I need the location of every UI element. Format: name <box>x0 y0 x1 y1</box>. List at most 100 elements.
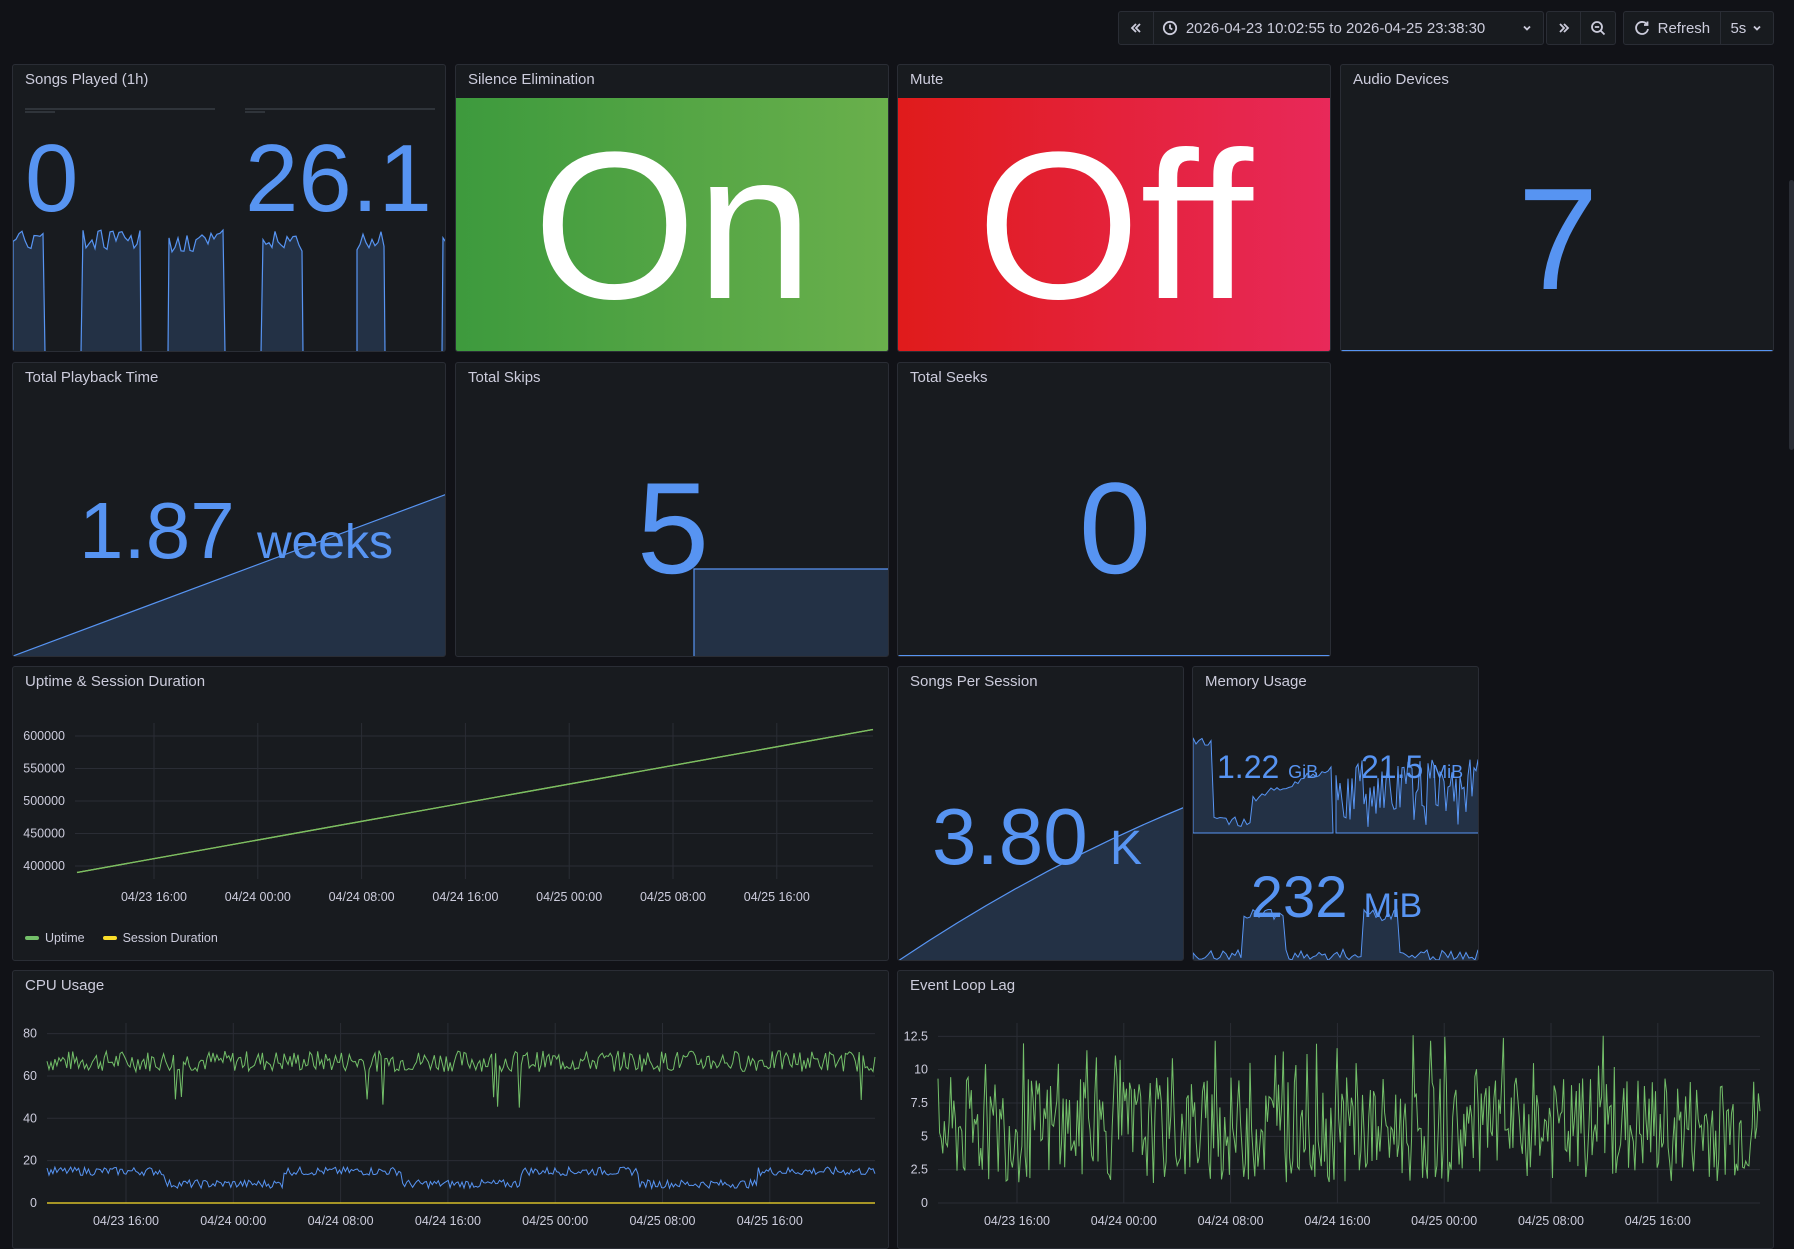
cpu-series-green <box>46 1049 876 1108</box>
x-tick-label: 04/25 16:00 <box>1625 1214 1691 1228</box>
songs-per-session-number: 3.80 <box>932 792 1088 881</box>
zoom-out-icon <box>1591 21 1606 36</box>
memory-value-a-number: 1.22 <box>1217 749 1280 785</box>
chevrons-left-icon <box>1130 23 1141 33</box>
refresh-interval-dropdown[interactable]: 5s <box>1721 12 1773 44</box>
legend-label-session[interactable]: Session Duration <box>122 931 218 945</box>
memory-sparklines <box>1193 737 1478 960</box>
panel-cpu-usage[interactable]: CPU Usage 0 20 40 60 80 04/23 16:00 04/24 00:0… <box>12 970 889 1249</box>
cpu-series-blue <box>46 1165 876 1191</box>
x-tick-label: 04/25 08:00 <box>629 1214 695 1228</box>
y-tick-label: 80 <box>23 1027 37 1041</box>
refresh-label: Refresh <box>1657 19 1711 37</box>
x-tick-label: 04/25 16:00 <box>744 890 810 904</box>
panel-title: Silence Elimination <box>468 71 595 88</box>
panel-silence-elimination[interactable]: Silence Elimination On <box>455 64 889 352</box>
songs-played-value-right: 26.1 <box>245 125 432 232</box>
mute-status-block: Off <box>898 98 1330 351</box>
x-tick-label: 04/23 16:00 <box>121 890 187 904</box>
x-tick-label: 04/24 00:00 <box>225 890 291 904</box>
skips-sparkline <box>693 568 888 656</box>
event-loop-chart: 0 2.5 5 7.5 10 12.5 04/23 16:00 04/24 00:00 04/2… <box>904 1023 1761 1228</box>
time-range-picker: 2026-04-23 10:02:55 to 2026-04-25 23:38:… <box>1118 11 1544 45</box>
x-tick-label: 04/24 16:00 <box>1304 1214 1370 1228</box>
y-tick-label: 20 <box>23 1154 37 1168</box>
mute-status-value: Off <box>976 107 1254 343</box>
y-tick-label: 2.5 <box>911 1163 928 1177</box>
silence-status-block: On <box>456 98 888 351</box>
time-range-button[interactable]: 2026-04-23 10:02:55 to 2026-04-25 23:38:… <box>1154 12 1543 44</box>
x-tick-label: 04/25 08:00 <box>640 890 706 904</box>
songs-played-sparkline <box>13 108 445 351</box>
legend-swatch-uptime <box>25 936 39 940</box>
cpu-chart: 0 20 40 60 80 04/23 16:00 04/24 00:00 04/24 08:… <box>23 1023 876 1228</box>
legend-label-uptime[interactable]: Uptime <box>45 931 85 945</box>
panel-memory-usage[interactable]: Memory Usage 1.22 GiB 21.5 MiB 232 MiB <box>1192 666 1479 961</box>
panel-title: Total Playback Time <box>25 369 159 386</box>
y-tick-label: 60 <box>23 1069 37 1083</box>
top-bar: 2026-04-23 10:02:55 to 2026-04-25 23:38:… <box>0 0 1794 64</box>
x-tick-label: 04/24 08:00 <box>329 890 395 904</box>
panel-total-playback-time[interactable]: Total Playback Time 1.87 weeks <box>12 362 446 657</box>
panel-title: Total Skips <box>468 369 541 386</box>
panel-mute[interactable]: Mute Off <box>897 64 1331 352</box>
audio-devices-value: 7 <box>1517 158 1599 320</box>
y-tick-label: 7.5 <box>911 1096 928 1110</box>
y-tick-label: 12.5 <box>904 1029 928 1043</box>
playback-time-value: 1.87 weeks <box>79 491 393 571</box>
silence-status-value: On <box>532 107 814 343</box>
zoom-out-button[interactable] <box>1581 12 1615 44</box>
memory-value-c-unit: MiB <box>1363 887 1423 925</box>
memory-value-a: 1.22 GiB <box>1217 751 1318 783</box>
panel-total-skips[interactable]: Total Skips 5 <box>455 362 889 657</box>
legend-swatch-session <box>102 936 117 940</box>
uptime-chart: 400000 450000 500000 550000 600000 04/23 16:0… <box>23 723 874 904</box>
playback-time-sparkline <box>13 494 445 656</box>
chevrons-right-icon <box>1558 23 1569 33</box>
panel-songs-played[interactable]: Songs Played (1h) 0 26.1 <box>12 64 446 352</box>
memory-value-a-unit: GiB <box>1288 762 1319 782</box>
panel-title: Uptime & Session Duration <box>25 673 206 690</box>
x-tick-label: 04/25 08:00 <box>1518 1214 1584 1228</box>
panel-uptime-session[interactable]: Uptime & Session Duration 400000 450000 50… <box>12 666 889 961</box>
shift-back-button[interactable] <box>1119 12 1154 44</box>
y-tick-label: 600000 <box>23 729 65 743</box>
x-tick-label: 04/24 16:00 <box>432 890 498 904</box>
lag-series <box>937 1035 1761 1184</box>
refresh-picker: Refresh 5s <box>1623 11 1774 45</box>
panel-title: Event Loop Lag <box>910 977 1016 994</box>
y-tick-label: 0 <box>30 1196 37 1210</box>
chevron-down-icon <box>1753 25 1761 31</box>
y-tick-label: 10 <box>914 1063 928 1077</box>
y-tick-label: 0 <box>921 1196 928 1210</box>
refresh-button[interactable]: Refresh <box>1624 12 1721 44</box>
x-tick-label: 04/25 00:00 <box>536 890 602 904</box>
x-tick-label: 04/24 00:00 <box>1091 1214 1157 1228</box>
playback-time-number: 1.87 <box>79 486 235 575</box>
skips-value: 5 <box>636 455 710 601</box>
x-tick-label: 04/25 00:00 <box>1411 1214 1477 1228</box>
seeks-baseline <box>898 655 1330 656</box>
panel-title: CPU Usage <box>25 977 105 994</box>
panel-songs-per-session[interactable]: Songs Per Session 3.80 K <box>897 666 1184 961</box>
memory-value-c-number: 232 <box>1250 865 1348 930</box>
memory-value-b-unit: MiB <box>1432 762 1464 782</box>
songs-per-session-sparkline <box>898 807 1183 960</box>
x-tick-label: 04/25 00:00 <box>522 1214 588 1228</box>
audio-devices-baseline <box>1341 350 1773 351</box>
panel-title: Songs Played (1h) <box>25 71 149 88</box>
page-scrollbar[interactable] <box>1789 180 1794 450</box>
y-tick-label: 550000 <box>23 762 65 776</box>
time-range-label: 2026-04-23 10:02:55 to 2026-04-25 23:38:… <box>1185 19 1486 37</box>
panel-total-seeks[interactable]: Total Seeks 0 <box>897 362 1331 657</box>
refresh-interval-value: 5s <box>1730 19 1747 37</box>
shift-forward-button[interactable] <box>1547 12 1582 44</box>
songs-per-session-value: 3.80 K <box>932 797 1142 877</box>
x-tick-label: 04/24 08:00 <box>1198 1214 1264 1228</box>
refresh-icon <box>1634 21 1649 35</box>
y-tick-label: 500000 <box>23 794 65 808</box>
chevron-down-icon <box>1523 25 1531 31</box>
x-tick-label: 04/24 08:00 <box>308 1214 374 1228</box>
panel-audio-devices[interactable]: Audio Devices 7 <box>1340 64 1774 352</box>
panel-event-loop-lag[interactable]: Event Loop Lag 0 2.5 5 7.5 10 12.5 04/23 16:00… <box>897 970 1774 1249</box>
